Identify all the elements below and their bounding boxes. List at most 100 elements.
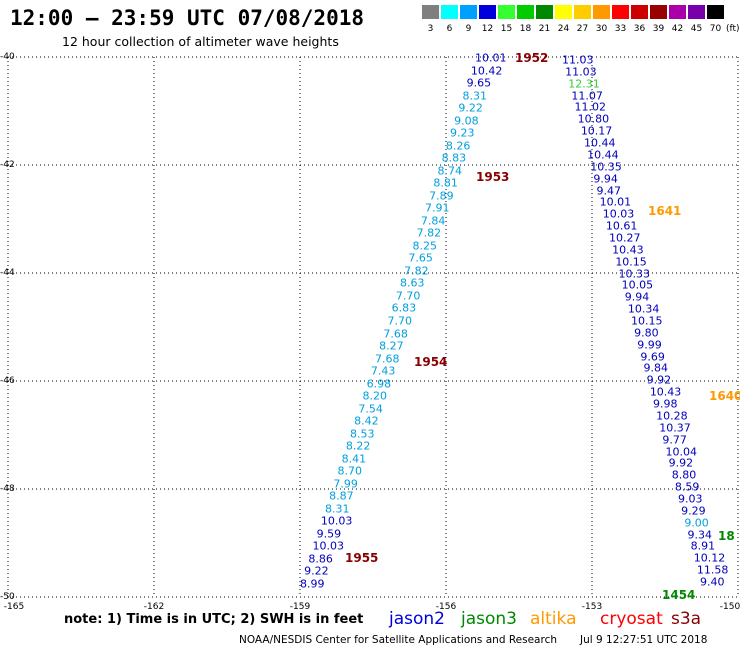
wave-height-value: 9.98 <box>652 397 678 411</box>
color-swatch <box>460 5 477 19</box>
wave-height-value: 10.03 <box>312 539 345 553</box>
wave-height-value: 10.80 <box>577 112 610 126</box>
color-swatch-label: 3 <box>427 24 434 34</box>
wave-height-value: 9.59 <box>316 527 342 541</box>
color-swatch-label: 24 <box>557 24 570 34</box>
latitude-label: -46 <box>0 376 15 386</box>
color-scale-unit: (ft) <box>726 24 740 34</box>
wave-height-value: 10.42 <box>470 64 503 78</box>
wave-height-value: 8.27 <box>379 339 404 353</box>
longitude-label: -165 <box>3 602 25 612</box>
wave-height-value: 7.54 <box>358 402 383 416</box>
wave-height-value: 10.35 <box>590 160 622 174</box>
color-swatch-label: 42 <box>671 24 684 34</box>
pass-time-label: 1954 <box>414 355 448 369</box>
wave-height-value: 9.94 <box>593 172 618 186</box>
wave-height-value: 9.23 <box>450 126 475 140</box>
color-swatch <box>574 5 591 19</box>
wave-height-value: 8.86 <box>308 552 333 566</box>
wave-height-value: 7.68 <box>375 352 400 366</box>
wave-height-value: 7.82 <box>416 226 442 240</box>
wave-height-value: 9.84 <box>643 361 669 375</box>
color-swatch <box>669 5 686 19</box>
color-swatch <box>688 5 705 19</box>
wave-height-value: 8.91 <box>690 539 716 553</box>
wave-height-value: 11.58 <box>696 563 729 577</box>
color-swatch <box>593 5 610 19</box>
map-subtitle: 12 hour collection of altimeter wave hei… <box>62 34 339 49</box>
wave-height-value: 8.53 <box>350 427 375 441</box>
pass-time-label: 1952 <box>515 51 549 65</box>
longitude-label: -162 <box>143 602 165 612</box>
wave-height-value: 9.65 <box>466 76 492 90</box>
color-swatch-label: 33 <box>614 24 627 34</box>
pass-time-label: 18 <box>718 529 735 543</box>
wave-height-value: 6.83 <box>391 301 417 315</box>
wave-height-value: 8.25 <box>412 239 438 253</box>
color-swatch-label: 39 <box>652 24 665 34</box>
latitude-label: -42 <box>0 160 15 170</box>
wave-height-value: 8.31 <box>462 89 488 103</box>
wave-height-value: 10.27 <box>609 231 641 245</box>
wave-height-value: 8.70 <box>337 464 363 478</box>
pass-time-label: 1955 <box>345 551 379 565</box>
legend-s3a: s3a <box>671 609 702 629</box>
map-title: 12:00 – 23:59 UTC 07/08/2018 <box>10 6 365 30</box>
wave-height-value: 11.07 <box>571 89 603 103</box>
wave-height-value: 11.03 <box>562 53 594 67</box>
wave-height-value: 10.44 <box>587 148 619 162</box>
wave-height-value: 9.92 <box>646 373 672 387</box>
wave-height-value: 6.98 <box>366 377 392 391</box>
latitude-label: -44 <box>0 268 15 278</box>
pass-time-label: 1454 <box>662 588 696 602</box>
wave-height-value: 10.03 <box>320 514 353 528</box>
latitude-label: -40 <box>0 52 15 62</box>
generation-timestamp: Jul 9 12:27:51 UTC 2018 <box>580 634 708 646</box>
wave-height-value: 7.65 <box>408 251 433 265</box>
color-swatch <box>555 5 572 19</box>
credit-line: NOAA/NESDIS Center for Satellite Applica… <box>239 634 557 646</box>
wave-height-value: 7.70 <box>395 289 421 303</box>
wave-height-value: 10.43 <box>649 385 682 399</box>
wave-height-value: 7.84 <box>420 214 446 228</box>
wave-height-value: 8.87 <box>329 489 354 503</box>
color-swatch-label: 36 <box>633 24 646 34</box>
color-swatch <box>536 5 553 19</box>
wave-height-value: 10.15 <box>631 314 663 328</box>
wave-height-value: 7.99 <box>333 477 358 491</box>
color-swatch-label: 30 <box>595 24 608 34</box>
wave-height-value: 8.42 <box>354 414 379 428</box>
color-swatch-label: 12 <box>481 24 494 34</box>
wave-height-value: 10.43 <box>612 243 644 257</box>
wave-height-value: 8.31 <box>325 502 350 516</box>
wave-height-value: 9.34 <box>687 528 712 542</box>
wave-height-value: 8.41 <box>341 452 367 466</box>
color-swatch-label: 45 <box>690 24 703 34</box>
wave-height-value: 9.99 <box>637 338 662 352</box>
color-swatch-label: 15 <box>500 24 513 34</box>
color-swatch <box>441 5 458 19</box>
color-swatch <box>479 5 496 19</box>
color-swatch <box>631 5 648 19</box>
wave-height-value: 8.74 <box>437 164 463 178</box>
latitude-label: -48 <box>0 484 15 494</box>
wave-height-value: 9.22 <box>458 101 483 115</box>
wave-height-value: 11.03 <box>565 65 597 79</box>
wave-height-value: 12.31 <box>568 77 600 91</box>
legend-altika: altika <box>530 609 577 629</box>
legend-jason3: jason3 <box>461 609 517 629</box>
wave-height-value: 10.17 <box>580 124 613 138</box>
wave-height-value: 7.82 <box>404 264 429 278</box>
wave-height-value: 9.29 <box>681 504 706 518</box>
wave-height-value: 8.80 <box>671 468 697 482</box>
wave-height-value: 9.03 <box>678 492 703 506</box>
wave-height-value: 10.15 <box>615 255 647 269</box>
wave-height-value: 7.68 <box>383 327 408 341</box>
wave-height-value: 8.26 <box>445 139 471 153</box>
wave-height-value: 9.08 <box>454 114 479 128</box>
wave-height-value: 9.22 <box>304 564 329 578</box>
legend-cryosat: cryosat <box>600 609 663 629</box>
wave-height-value: 7.91 <box>425 201 450 215</box>
legend-jason2: jason2 <box>389 609 445 629</box>
